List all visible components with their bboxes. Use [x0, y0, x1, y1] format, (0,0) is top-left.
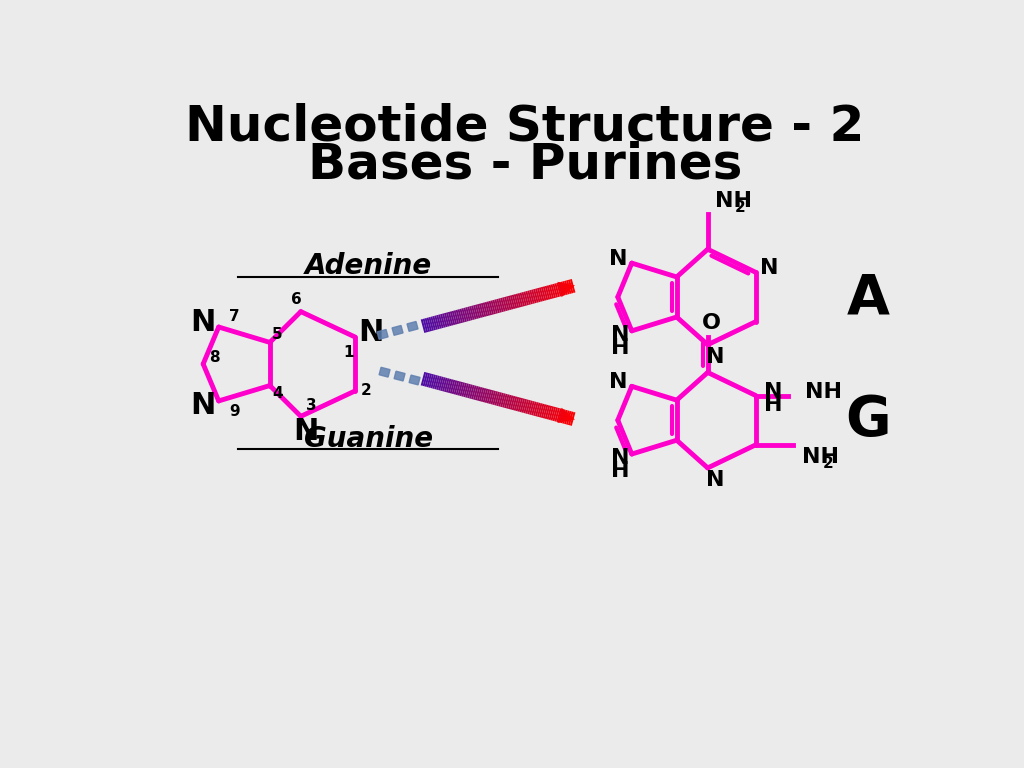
Bar — [392, 326, 403, 336]
Text: 9: 9 — [228, 404, 240, 419]
Text: H: H — [611, 338, 630, 358]
Text: H: H — [764, 395, 782, 415]
Text: N: N — [190, 308, 216, 337]
Text: Nucleotide Structure - 2: Nucleotide Structure - 2 — [185, 102, 864, 151]
Bar — [394, 371, 406, 381]
Text: N: N — [611, 325, 630, 345]
Text: N: N — [190, 391, 216, 420]
Text: N: N — [608, 372, 627, 392]
Text: 3: 3 — [306, 398, 317, 413]
Text: O: O — [702, 313, 721, 333]
Text: 7: 7 — [228, 309, 240, 324]
Text: H: H — [611, 461, 630, 481]
Text: N: N — [761, 259, 779, 279]
Text: 1: 1 — [344, 345, 354, 360]
Bar — [377, 329, 388, 339]
Text: 2: 2 — [360, 383, 372, 399]
Text: N: N — [764, 382, 782, 402]
Text: 5: 5 — [272, 327, 283, 343]
Text: N: N — [707, 347, 725, 367]
Text: 4: 4 — [272, 386, 283, 401]
Text: Guanine: Guanine — [304, 425, 433, 452]
Text: N: N — [293, 417, 318, 446]
Text: N: N — [707, 470, 725, 490]
Text: N: N — [608, 250, 627, 270]
Bar — [407, 322, 418, 331]
Text: G: G — [846, 393, 891, 447]
Text: 2: 2 — [735, 200, 745, 215]
Text: Adenine: Adenine — [304, 252, 432, 280]
Text: NH: NH — [805, 382, 843, 402]
Text: 6: 6 — [291, 292, 301, 306]
Text: N: N — [611, 448, 630, 468]
Bar — [379, 367, 390, 377]
Text: 2: 2 — [823, 455, 834, 471]
Text: N: N — [357, 318, 383, 347]
Text: A: A — [847, 272, 890, 326]
Bar — [410, 375, 420, 385]
Text: NH: NH — [802, 447, 840, 467]
Text: NH: NH — [716, 191, 753, 211]
Text: Bases - Purines: Bases - Purines — [307, 141, 742, 189]
Text: 8: 8 — [209, 350, 219, 366]
